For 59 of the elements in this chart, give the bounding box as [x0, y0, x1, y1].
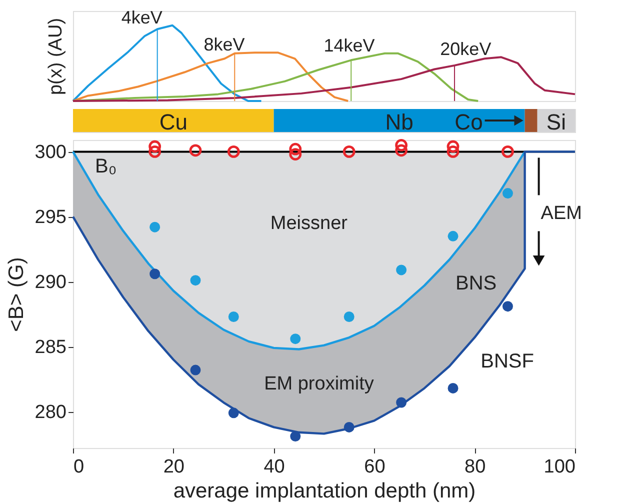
point — [446, 140, 460, 153]
series-label: Si — [546, 110, 566, 134]
point — [344, 312, 354, 322]
x-tick-label: 40 — [264, 456, 285, 478]
y-tick-label: 290 — [34, 272, 66, 294]
annotation: AEM — [540, 203, 582, 224]
annotation: Meissner — [270, 213, 348, 234]
point — [290, 431, 301, 442]
x-tick-label: 60 — [364, 456, 386, 478]
series-label: 14keV — [324, 35, 375, 56]
y-tick-label: 300 — [34, 142, 66, 164]
point — [395, 139, 408, 152]
x-tick-label: 100 — [544, 456, 576, 478]
point — [502, 146, 514, 158]
point — [342, 146, 356, 158]
series-label: BNSF — [480, 350, 534, 373]
bar — [274, 109, 525, 132]
series-label: 4keV — [121, 7, 162, 28]
series-label: Nb — [385, 110, 414, 134]
point — [290, 334, 301, 344]
point — [289, 142, 302, 156]
point — [150, 268, 160, 280]
y-tick-label: 295 — [34, 207, 66, 228]
x-tick-label: 0 — [74, 456, 84, 478]
series-label: Cu — [159, 110, 188, 134]
point — [148, 140, 162, 153]
point — [228, 408, 239, 418]
series-label: BNS — [456, 272, 497, 295]
y-tick-label: 285 — [34, 337, 66, 358]
x-axis-title: average implantation depth (nm) — [173, 480, 476, 502]
point — [190, 275, 201, 286]
point — [228, 312, 239, 322]
point — [148, 146, 162, 158]
point — [189, 144, 202, 157]
x-tick-label: 80 — [464, 456, 486, 478]
ref-line-label: B₀ — [95, 156, 117, 178]
series-label: 8keV — [204, 34, 245, 55]
point — [190, 364, 201, 376]
series-label: 20keV — [440, 39, 492, 60]
point — [502, 188, 513, 199]
y-axis-title: p(x) (AU) — [46, 18, 66, 96]
point — [289, 148, 302, 160]
x-tick-label: 20 — [163, 456, 184, 478]
annotation: EM proximity — [264, 373, 374, 394]
series-label: Co — [454, 110, 483, 134]
y-tick-label: 280 — [34, 402, 66, 424]
point — [395, 144, 408, 157]
point — [396, 264, 407, 276]
point — [150, 222, 160, 232]
point — [396, 397, 407, 408]
y-axis-title: <B> (G) — [4, 257, 28, 332]
point — [227, 146, 240, 158]
bar — [524, 109, 538, 132]
bar — [73, 109, 274, 132]
point — [448, 230, 458, 242]
point — [344, 422, 354, 432]
point — [446, 146, 460, 158]
point — [502, 301, 513, 312]
point — [448, 382, 458, 394]
